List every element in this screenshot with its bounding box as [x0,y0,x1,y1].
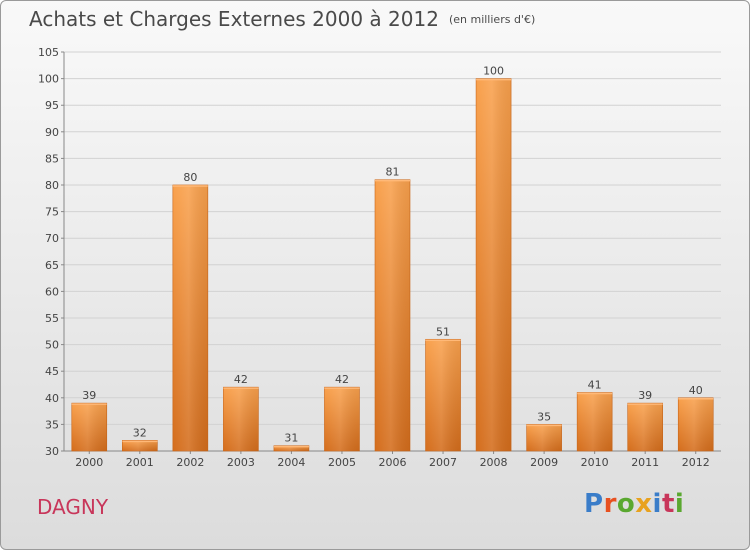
bar-shine-2010 [577,392,613,451]
logo-letter: t [661,489,675,519]
y-tick-label: 75 [45,206,59,219]
value-label-2006: 81 [386,166,400,179]
value-label-2001: 32 [133,426,147,439]
chart-unit: (en milliers d'€) [448,13,536,26]
commune-name: DAGNY [37,495,109,519]
value-label-2009: 35 [537,410,551,423]
logo-letter: i [652,489,662,519]
value-label-2000: 39 [82,389,96,402]
value-label-2005: 42 [335,373,349,386]
y-tick-label: 60 [45,285,59,298]
y-tick-label: 105 [38,46,59,59]
bar-shine-2007 [425,339,461,451]
logo-letter: r [603,489,617,519]
x-tick-label-2007: 2007 [429,456,457,469]
x-tick-label-2002: 2002 [176,456,204,469]
bar-shine-2004 [273,445,309,451]
bar-shine-2009 [526,424,562,451]
bar-shine-2011 [627,403,663,451]
logo-letter: x [635,489,653,519]
value-label-2008: 100 [483,65,504,78]
x-tick-label-2008: 2008 [480,456,508,469]
x-tick-label-2009: 2009 [530,456,558,469]
value-label-2010: 41 [588,378,602,391]
value-label-2003: 42 [234,373,248,386]
y-tick-label: 45 [45,365,59,378]
x-tick-label-2012: 2012 [682,456,710,469]
chart-title: Achats et Charges Externes 2000 à 2012 (e… [29,7,535,31]
proxiti-logo: Proxiti [584,489,684,519]
value-labels: 39 32 80 42 31 42 81 51 100 35 41 39 40 [82,65,702,445]
bar-shine-2001 [122,440,158,451]
x-tick-label-2004: 2004 [277,456,305,469]
y-tick-label: 50 [45,339,59,352]
logo-letter: i [674,489,685,519]
bar-shine-2012 [678,397,714,451]
bar-shine-2000 [71,403,107,451]
logo-letter: o [616,489,636,519]
y-tick-label: 85 [45,152,59,165]
logo-letter: P [584,489,604,519]
chart-title-text: Achats et Charges Externes 2000 à 2012 [29,7,439,31]
x-tick-label-2011: 2011 [631,456,659,469]
y-tick-label: 40 [45,392,59,405]
x-tick-label-2010: 2010 [581,456,609,469]
y-tick-label: 95 [45,99,59,112]
y-tick-label: 35 [45,418,59,431]
y-tick-label: 65 [45,259,59,272]
value-label-2002: 80 [183,171,197,184]
y-tick-label: 30 [45,445,59,458]
y-tick-label: 55 [45,312,59,325]
bar-shine-2008 [476,78,512,451]
value-label-2012: 40 [689,384,703,397]
bar-shine-2005 [324,387,360,451]
x-tick-label-2003: 2003 [227,456,255,469]
bar-shine-2006 [375,179,410,451]
y-tick-label: 100 [38,73,59,86]
value-label-2004: 31 [284,432,298,445]
value-label-2011: 39 [638,389,652,402]
bars [71,78,714,452]
x-tick-label-2006: 2006 [379,456,407,469]
value-label-2007: 51 [436,325,450,338]
y-tick-label: 80 [45,179,59,192]
x-tick-label-2000: 2000 [75,456,103,469]
bar-shine-2002 [172,185,208,451]
y-tick-label: 90 [45,126,59,139]
bar-shine-2003 [223,387,259,451]
x-tick-label-2001: 2001 [126,456,154,469]
x-tick-label-2005: 2005 [328,456,356,469]
y-tick-label: 70 [45,232,59,245]
